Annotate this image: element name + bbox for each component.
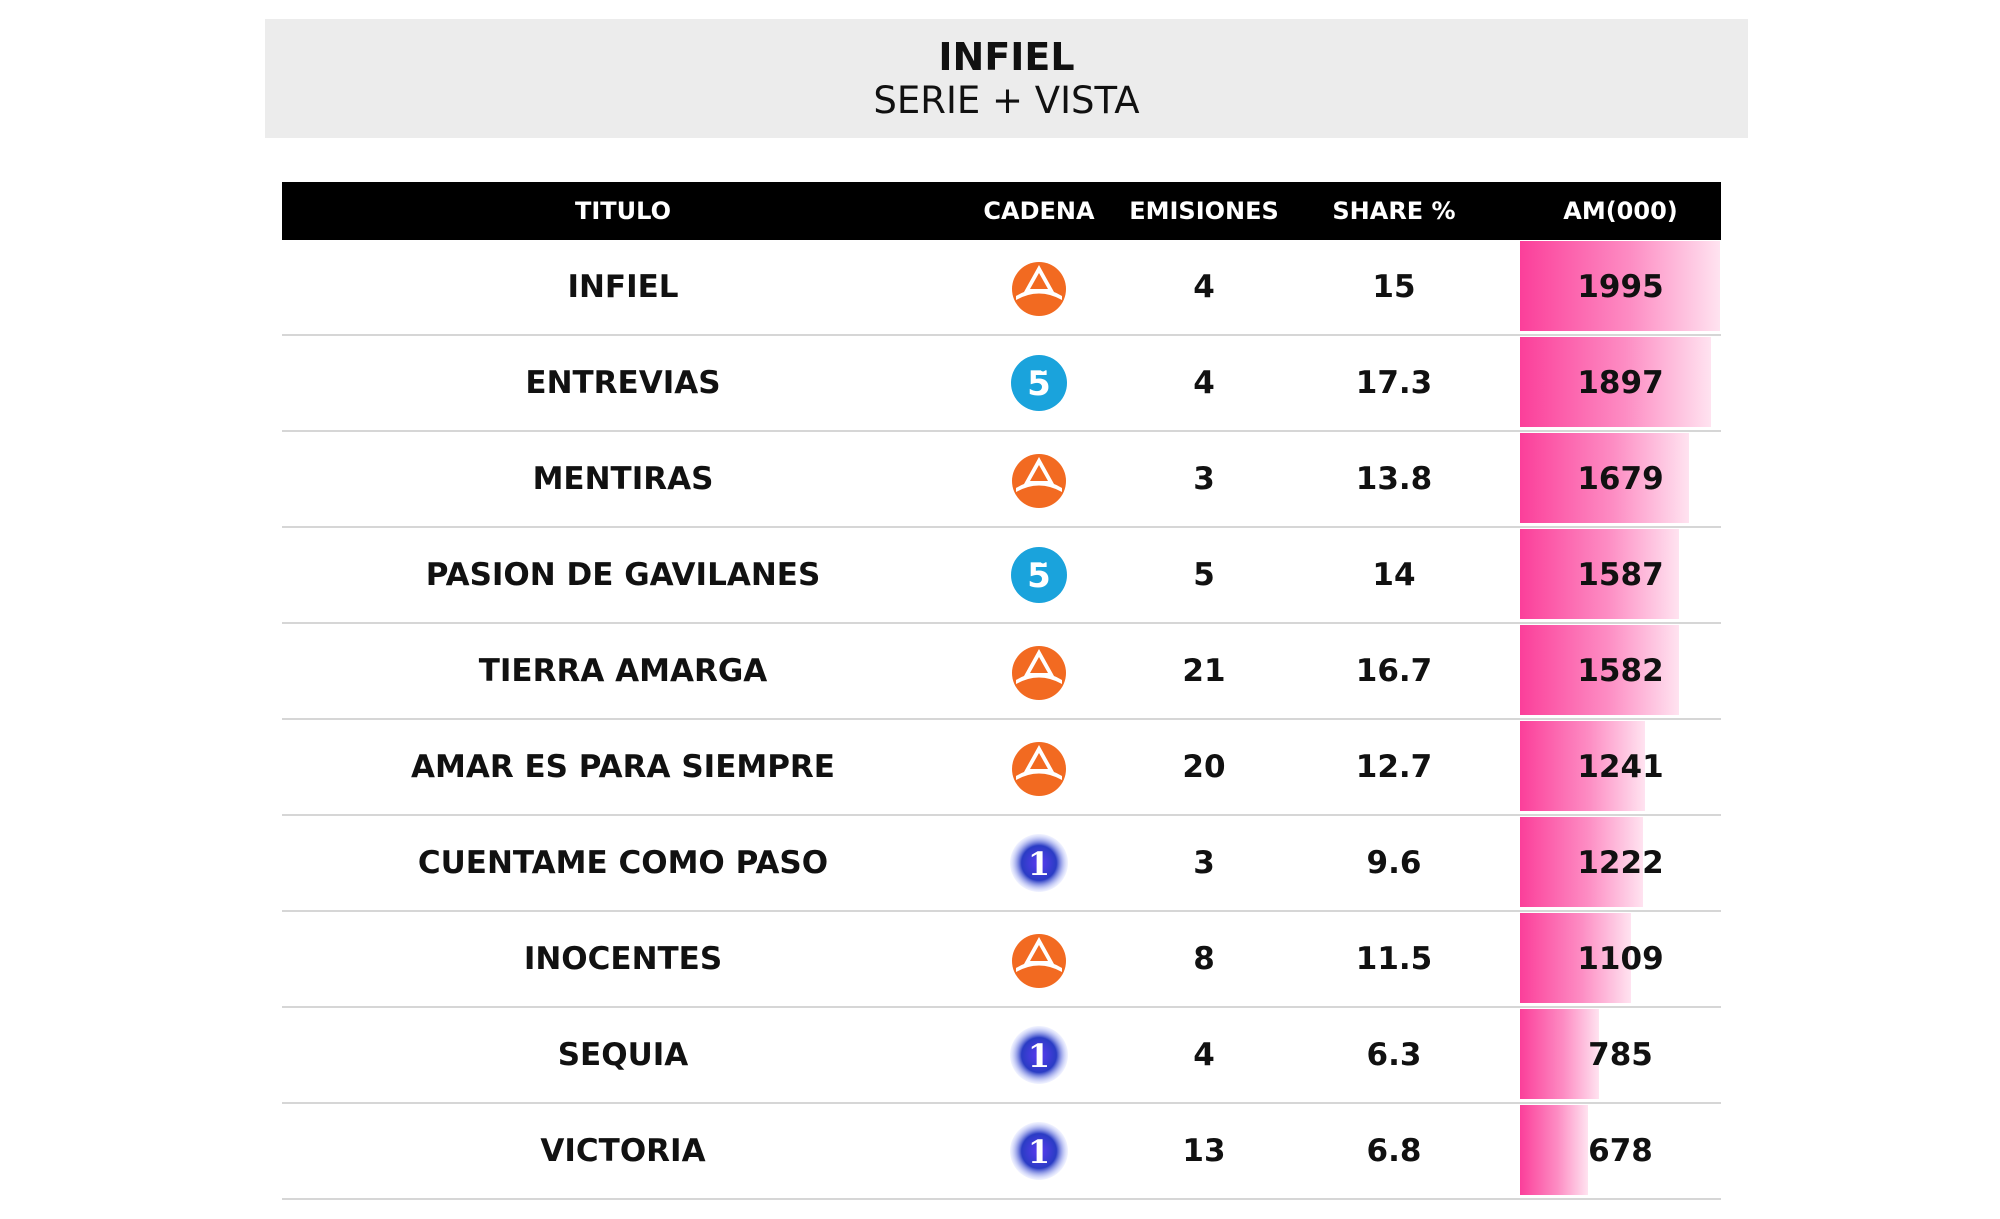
header-cadena: CADENA bbox=[983, 197, 1095, 225]
am-bar bbox=[1520, 1105, 1588, 1195]
table-row: MENTIRAS 3 13.8 1679 bbox=[282, 432, 1721, 528]
chart-subtitle: SERIE + VISTA bbox=[873, 79, 1140, 122]
antena3-icon bbox=[1008, 448, 1070, 510]
header-am: AM(000) bbox=[1563, 197, 1678, 225]
table-row: VICTORIA 1 13 6.8 678 bbox=[282, 1104, 1721, 1200]
row-share: 12.7 bbox=[1355, 749, 1433, 785]
row-cadena bbox=[964, 240, 1114, 334]
row-titulo: AMAR ES PARA SIEMPRE bbox=[411, 749, 835, 785]
row-cadena bbox=[964, 912, 1114, 1006]
row-am-value: 1109 bbox=[1577, 941, 1664, 977]
row-cadena bbox=[964, 624, 1114, 718]
la1-icon: 1 bbox=[1008, 832, 1070, 894]
am-bar bbox=[1520, 721, 1645, 811]
table-body: INFIEL 4 15 1995 ENTREVIAS 5 4 17.3 1897 MENTIRAS… bbox=[282, 240, 1721, 1200]
row-am-value: 1897 bbox=[1577, 365, 1664, 401]
table-row: INFIEL 4 15 1995 bbox=[282, 240, 1721, 336]
chart-title: INFIEL bbox=[938, 35, 1075, 79]
header-share: SHARE % bbox=[1332, 197, 1456, 225]
row-titulo: MENTIRAS bbox=[532, 461, 714, 497]
row-titulo: INOCENTES bbox=[523, 941, 723, 977]
row-titulo: PASION DE GAVILANES bbox=[425, 557, 821, 593]
svg-text:5: 5 bbox=[1027, 556, 1051, 596]
row-am-value: 1679 bbox=[1577, 461, 1664, 497]
row-emisiones: 13 bbox=[1182, 1133, 1226, 1169]
row-am-value: 678 bbox=[1588, 1133, 1653, 1169]
header-emisiones: EMISIONES bbox=[1129, 197, 1279, 225]
row-am-value: 1222 bbox=[1577, 845, 1664, 881]
row-emisiones: 5 bbox=[1193, 557, 1215, 593]
row-share: 6.8 bbox=[1366, 1133, 1422, 1169]
table-row: SEQUIA 1 4 6.3 785 bbox=[282, 1008, 1721, 1104]
row-cadena: 1 bbox=[964, 1008, 1114, 1102]
row-am-value: 1582 bbox=[1577, 653, 1664, 689]
header-titulo: TITULO bbox=[575, 197, 671, 225]
table-row: INOCENTES 8 11.5 1109 bbox=[282, 912, 1721, 1008]
antena3-icon bbox=[1008, 928, 1070, 990]
row-emisiones: 4 bbox=[1193, 269, 1215, 305]
row-share: 13.8 bbox=[1355, 461, 1433, 497]
am-bar bbox=[1520, 529, 1679, 619]
row-titulo: SEQUIA bbox=[557, 1037, 689, 1073]
antena3-icon bbox=[1008, 736, 1070, 798]
row-cadena: 5 bbox=[964, 528, 1114, 622]
row-cadena: 1 bbox=[964, 816, 1114, 910]
chart-header: INFIEL SERIE + VISTA bbox=[265, 19, 1748, 138]
am-bar bbox=[1520, 817, 1643, 907]
row-cadena bbox=[964, 432, 1114, 526]
row-emisiones: 20 bbox=[1182, 749, 1226, 785]
table-header: TITULO CADENA EMISIONES SHARE % AM(000) bbox=[282, 182, 1721, 240]
row-share: 14 bbox=[1372, 557, 1416, 593]
la1-icon: 1 bbox=[1008, 1120, 1070, 1182]
row-am-value: 1587 bbox=[1577, 557, 1664, 593]
telecinco-icon: 5 bbox=[1008, 544, 1070, 606]
am-bar bbox=[1520, 913, 1631, 1003]
row-share: 15 bbox=[1372, 269, 1416, 305]
row-emisiones: 3 bbox=[1193, 845, 1215, 881]
svg-text:1: 1 bbox=[1028, 1037, 1050, 1075]
row-cadena: 1 bbox=[964, 1104, 1114, 1198]
svg-text:5: 5 bbox=[1027, 364, 1051, 404]
row-titulo: TIERRA AMARGA bbox=[478, 653, 768, 689]
am-bar bbox=[1520, 1009, 1599, 1099]
row-titulo: CUENTAME COMO PASO bbox=[417, 845, 829, 881]
row-emisiones: 21 bbox=[1182, 653, 1226, 689]
row-share: 17.3 bbox=[1355, 365, 1433, 401]
table-row: CUENTAME COMO PASO 1 3 9.6 1222 bbox=[282, 816, 1721, 912]
telecinco-icon: 5 bbox=[1008, 352, 1070, 414]
row-emisiones: 4 bbox=[1193, 365, 1215, 401]
antena3-icon bbox=[1008, 256, 1070, 318]
am-bar bbox=[1520, 625, 1679, 715]
row-share: 16.7 bbox=[1355, 653, 1433, 689]
row-emisiones: 3 bbox=[1193, 461, 1215, 497]
table-row: TIERRA AMARGA 21 16.7 1582 bbox=[282, 624, 1721, 720]
svg-text:1: 1 bbox=[1028, 845, 1050, 883]
antena3-icon bbox=[1008, 640, 1070, 702]
am-bar bbox=[1520, 241, 1720, 331]
table-row: ENTREVIAS 5 4 17.3 1897 bbox=[282, 336, 1721, 432]
row-titulo: INFIEL bbox=[567, 269, 679, 305]
table-row: PASION DE GAVILANES 5 5 14 1587 bbox=[282, 528, 1721, 624]
ratings-table: TITULO CADENA EMISIONES SHARE % AM(000) … bbox=[282, 182, 1721, 1200]
svg-text:1: 1 bbox=[1028, 1133, 1050, 1171]
row-share: 9.6 bbox=[1366, 845, 1422, 881]
am-bar bbox=[1520, 337, 1711, 427]
row-am-value: 785 bbox=[1588, 1037, 1653, 1073]
row-cadena: 5 bbox=[964, 336, 1114, 430]
row-titulo: VICTORIA bbox=[540, 1133, 706, 1169]
row-am-value: 1995 bbox=[1577, 269, 1664, 305]
la1-icon: 1 bbox=[1008, 1024, 1070, 1086]
row-share: 11.5 bbox=[1355, 941, 1433, 977]
row-share: 6.3 bbox=[1366, 1037, 1422, 1073]
table-row: AMAR ES PARA SIEMPRE 20 12.7 1241 bbox=[282, 720, 1721, 816]
row-cadena bbox=[964, 720, 1114, 814]
row-titulo: ENTREVIAS bbox=[525, 365, 721, 401]
am-bar bbox=[1520, 433, 1689, 523]
row-am-value: 1241 bbox=[1577, 749, 1664, 785]
row-emisiones: 4 bbox=[1193, 1037, 1215, 1073]
row-emisiones: 8 bbox=[1193, 941, 1215, 977]
